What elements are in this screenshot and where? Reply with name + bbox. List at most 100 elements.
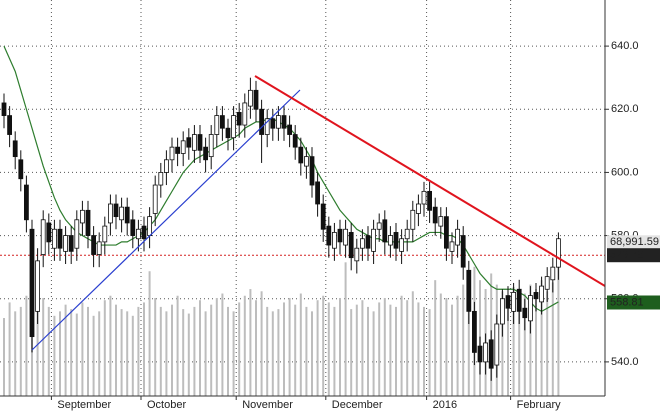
candle-body <box>23 184 29 221</box>
volume-bar <box>372 311 375 396</box>
x-tick-label: November <box>242 399 293 411</box>
candle-body <box>421 190 427 205</box>
candle-body <box>348 232 354 259</box>
candle-body <box>438 216 444 227</box>
volume-bar <box>350 309 353 396</box>
volume-bar <box>187 313 190 396</box>
volume-bar <box>434 280 437 396</box>
volume-bar <box>98 311 101 396</box>
candle-body <box>275 115 281 129</box>
volume-bar <box>266 306 269 396</box>
volume-bar <box>154 297 157 396</box>
volume-bar <box>529 284 532 396</box>
candle-body <box>488 339 494 369</box>
candle-body <box>415 203 421 214</box>
y-tick-label: 600.0 <box>611 166 639 178</box>
candle-body <box>354 247 360 262</box>
candle-body <box>1 102 7 116</box>
volume-bar <box>445 297 448 396</box>
volume-bar <box>148 271 151 396</box>
candle-body <box>477 345 483 363</box>
x-tick-label: December <box>332 399 383 411</box>
volume-bar <box>271 311 274 396</box>
volume-bar <box>462 284 465 396</box>
volume-bar <box>439 293 442 396</box>
volume-bar <box>518 297 521 396</box>
volume-bar <box>260 291 263 396</box>
volume-bar <box>199 300 201 396</box>
volume-bar <box>423 306 425 396</box>
volume-bar <box>361 300 364 396</box>
candle-body <box>191 134 197 151</box>
candle-body <box>387 235 393 246</box>
candle-body <box>163 159 169 173</box>
volume-bar <box>243 295 246 396</box>
volume-bar <box>143 302 145 396</box>
volume-bar <box>378 302 381 396</box>
volume-bar <box>75 313 78 396</box>
volume-bar <box>204 311 207 396</box>
candle-body <box>141 225 147 240</box>
candle-body <box>113 203 119 218</box>
candle-body <box>247 89 253 107</box>
volume-bar <box>3 318 5 396</box>
volume-bar <box>288 297 291 396</box>
candle-body <box>225 127 231 139</box>
volume-bar <box>171 304 173 396</box>
candle-body <box>471 310 477 353</box>
volume-bar <box>344 262 347 396</box>
volume-bar <box>355 304 358 396</box>
volume-bar <box>59 311 61 396</box>
candle-body <box>359 238 365 249</box>
candle-body <box>410 209 416 230</box>
candle-body <box>432 206 438 224</box>
candle-body <box>427 190 433 211</box>
ma-level-box <box>607 295 660 310</box>
volume-bar <box>523 293 526 396</box>
candle-body <box>68 235 74 252</box>
candle-body <box>7 115 12 135</box>
volume-bar <box>507 295 509 396</box>
volume-bar <box>92 315 95 396</box>
candle-body <box>382 219 388 243</box>
candle-body <box>331 232 337 249</box>
volume-bar <box>277 309 280 396</box>
candle-body <box>259 108 265 135</box>
candle-body <box>91 235 96 255</box>
volume-bar <box>283 302 285 396</box>
candle-body <box>85 209 91 236</box>
candle-body <box>544 276 550 290</box>
candle-body <box>35 260 40 312</box>
candle-body <box>505 295 511 309</box>
volume-bar <box>333 306 336 396</box>
volume-bar <box>551 282 554 396</box>
candle-body <box>219 115 225 129</box>
volume-bar <box>159 306 162 396</box>
candle-body <box>197 134 203 151</box>
candle-body <box>298 146 304 164</box>
candle-body <box>466 269 472 312</box>
x-tick-label: February <box>517 399 562 411</box>
candle-body <box>203 146 209 161</box>
volume-bar <box>227 306 229 396</box>
x-tick-label: 2016 <box>433 399 457 411</box>
volume-bar <box>232 311 235 396</box>
candle-body <box>29 228 35 338</box>
candle-body <box>108 203 113 224</box>
volume-bar <box>36 280 39 396</box>
volume-bar <box>47 306 50 396</box>
volume-bar <box>70 309 73 396</box>
volume-bar <box>428 309 431 396</box>
candle-body <box>550 266 556 281</box>
candle-body <box>303 156 309 167</box>
candle-body <box>180 140 186 154</box>
candle-body <box>455 228 461 246</box>
volume-bar <box>535 289 537 396</box>
volume-bar <box>120 309 123 396</box>
axis-labels: 540.0560.0580.0600.0620.0640.0SeptemberO… <box>50 40 660 411</box>
volume-bar <box>221 293 224 396</box>
volume-bar <box>14 311 17 396</box>
volume-bar <box>165 311 168 396</box>
candle-body <box>449 241 455 252</box>
moving-average-line <box>3 45 559 313</box>
